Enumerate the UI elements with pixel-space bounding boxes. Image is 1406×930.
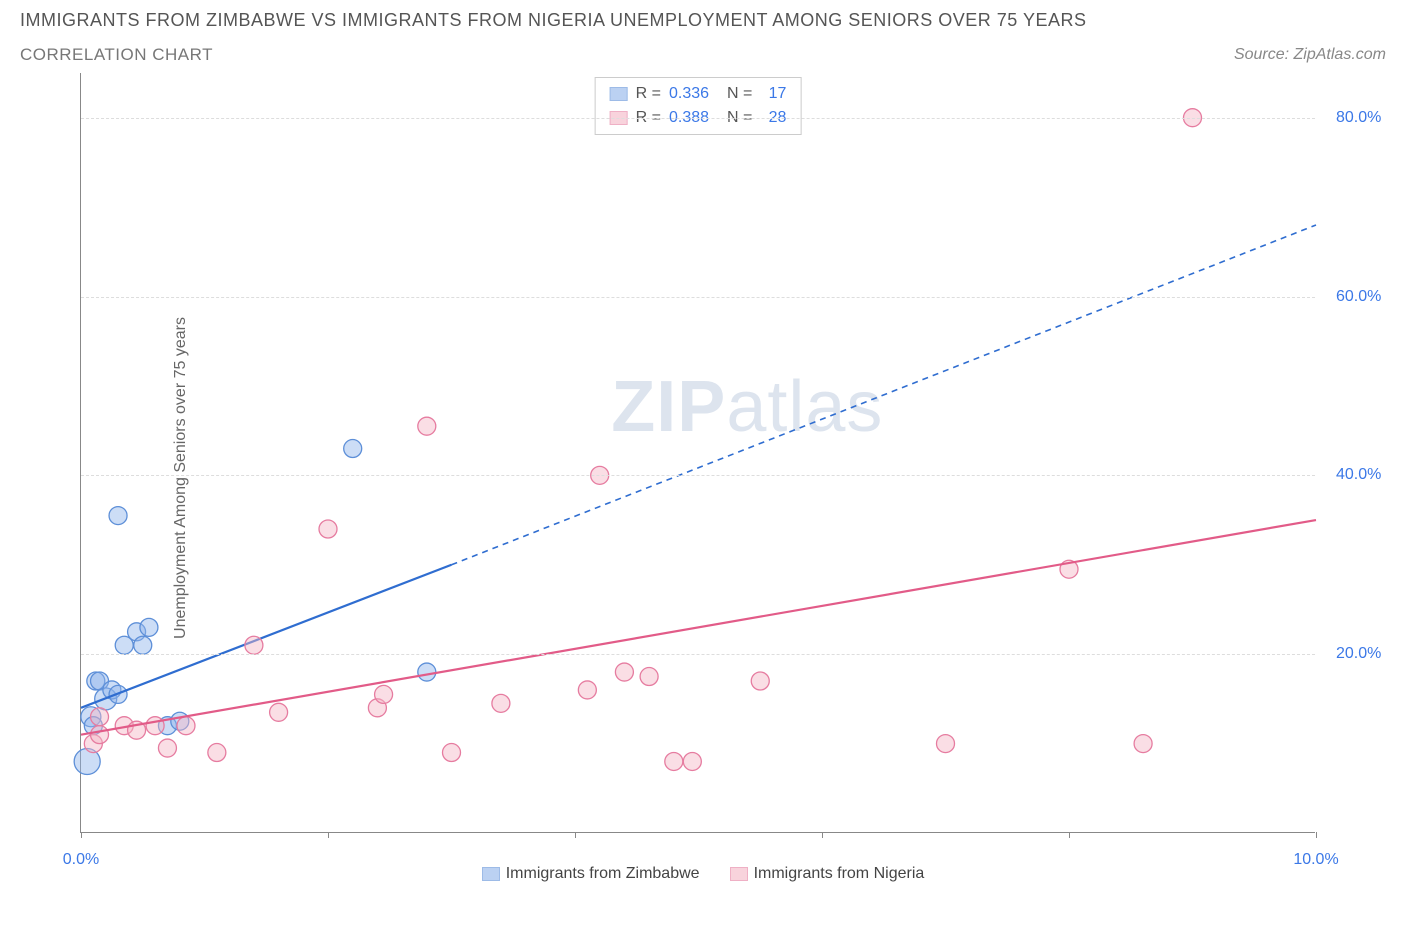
legend-swatch (610, 87, 628, 101)
data-point (91, 726, 109, 744)
series-legend: Immigrants from Zimbabwe Immigrants from … (20, 865, 1386, 883)
legend-swatch (482, 867, 500, 881)
data-point (492, 694, 510, 712)
data-point (134, 636, 152, 654)
y-tick-label: 60.0% (1336, 288, 1381, 306)
data-point (140, 618, 158, 636)
y-tick-label: 40.0% (1336, 466, 1381, 484)
data-point (177, 717, 195, 735)
y-tick-label: 80.0% (1336, 109, 1381, 127)
x-tick (328, 832, 329, 838)
source-attribution: Source: ZipAtlas.com (1234, 46, 1386, 64)
data-point (443, 744, 461, 762)
subtitle-row: CORRELATION CHART Source: ZipAtlas.com (20, 45, 1386, 65)
data-point (640, 668, 658, 686)
legend-r-label: R = (636, 82, 661, 106)
series-legend-label: Immigrants from Zimbabwe (506, 865, 700, 883)
data-point (146, 717, 164, 735)
legend-r-value: 0.336 (669, 82, 709, 106)
gridline (81, 118, 1315, 119)
legend-swatch (730, 867, 748, 881)
data-point (319, 520, 337, 538)
gridline (81, 654, 1315, 655)
gridline (81, 297, 1315, 298)
x-tick (822, 832, 823, 838)
data-point (578, 681, 596, 699)
chart-subtitle: CORRELATION CHART (20, 45, 213, 65)
series-legend-item: Immigrants from Nigeria (730, 865, 925, 883)
x-tick (1316, 832, 1317, 838)
legend-n-label: N = (727, 82, 752, 106)
legend-n-value: 17 (760, 82, 786, 106)
y-tick-label: 20.0% (1336, 645, 1381, 663)
data-point (418, 663, 436, 681)
data-point (158, 739, 176, 757)
data-point (109, 507, 127, 525)
trend-line (81, 520, 1316, 735)
data-point (751, 672, 769, 690)
gridline (81, 475, 1315, 476)
data-point (937, 735, 955, 753)
chart-svg (81, 73, 1315, 832)
data-point (683, 752, 701, 770)
stats-legend: R =0.336N =17R =0.388N =28 (595, 77, 802, 135)
stats-legend-row: R = 0.336 N = 17 (610, 82, 787, 106)
data-point (615, 663, 633, 681)
data-point (418, 417, 436, 435)
trend-line-extension (452, 225, 1317, 565)
data-point (245, 636, 263, 654)
plot-area: ZIPatlas R =0.336N =17R =0.388N =28 20.0… (80, 73, 1315, 833)
data-point (270, 703, 288, 721)
series-legend-label: Immigrants from Nigeria (754, 865, 925, 883)
x-tick (575, 832, 576, 838)
data-point (91, 708, 109, 726)
page-title: IMMIGRANTS FROM ZIMBABWE VS IMMIGRANTS F… (20, 10, 1386, 31)
data-point (375, 685, 393, 703)
x-tick (1069, 832, 1070, 838)
data-point (665, 752, 683, 770)
x-tick (81, 832, 82, 838)
series-legend-item: Immigrants from Zimbabwe (482, 865, 700, 883)
data-point (208, 744, 226, 762)
data-point (344, 440, 362, 458)
correlation-chart: Unemployment Among Seniors over 75 years… (20, 73, 1386, 883)
data-point (1134, 735, 1152, 753)
